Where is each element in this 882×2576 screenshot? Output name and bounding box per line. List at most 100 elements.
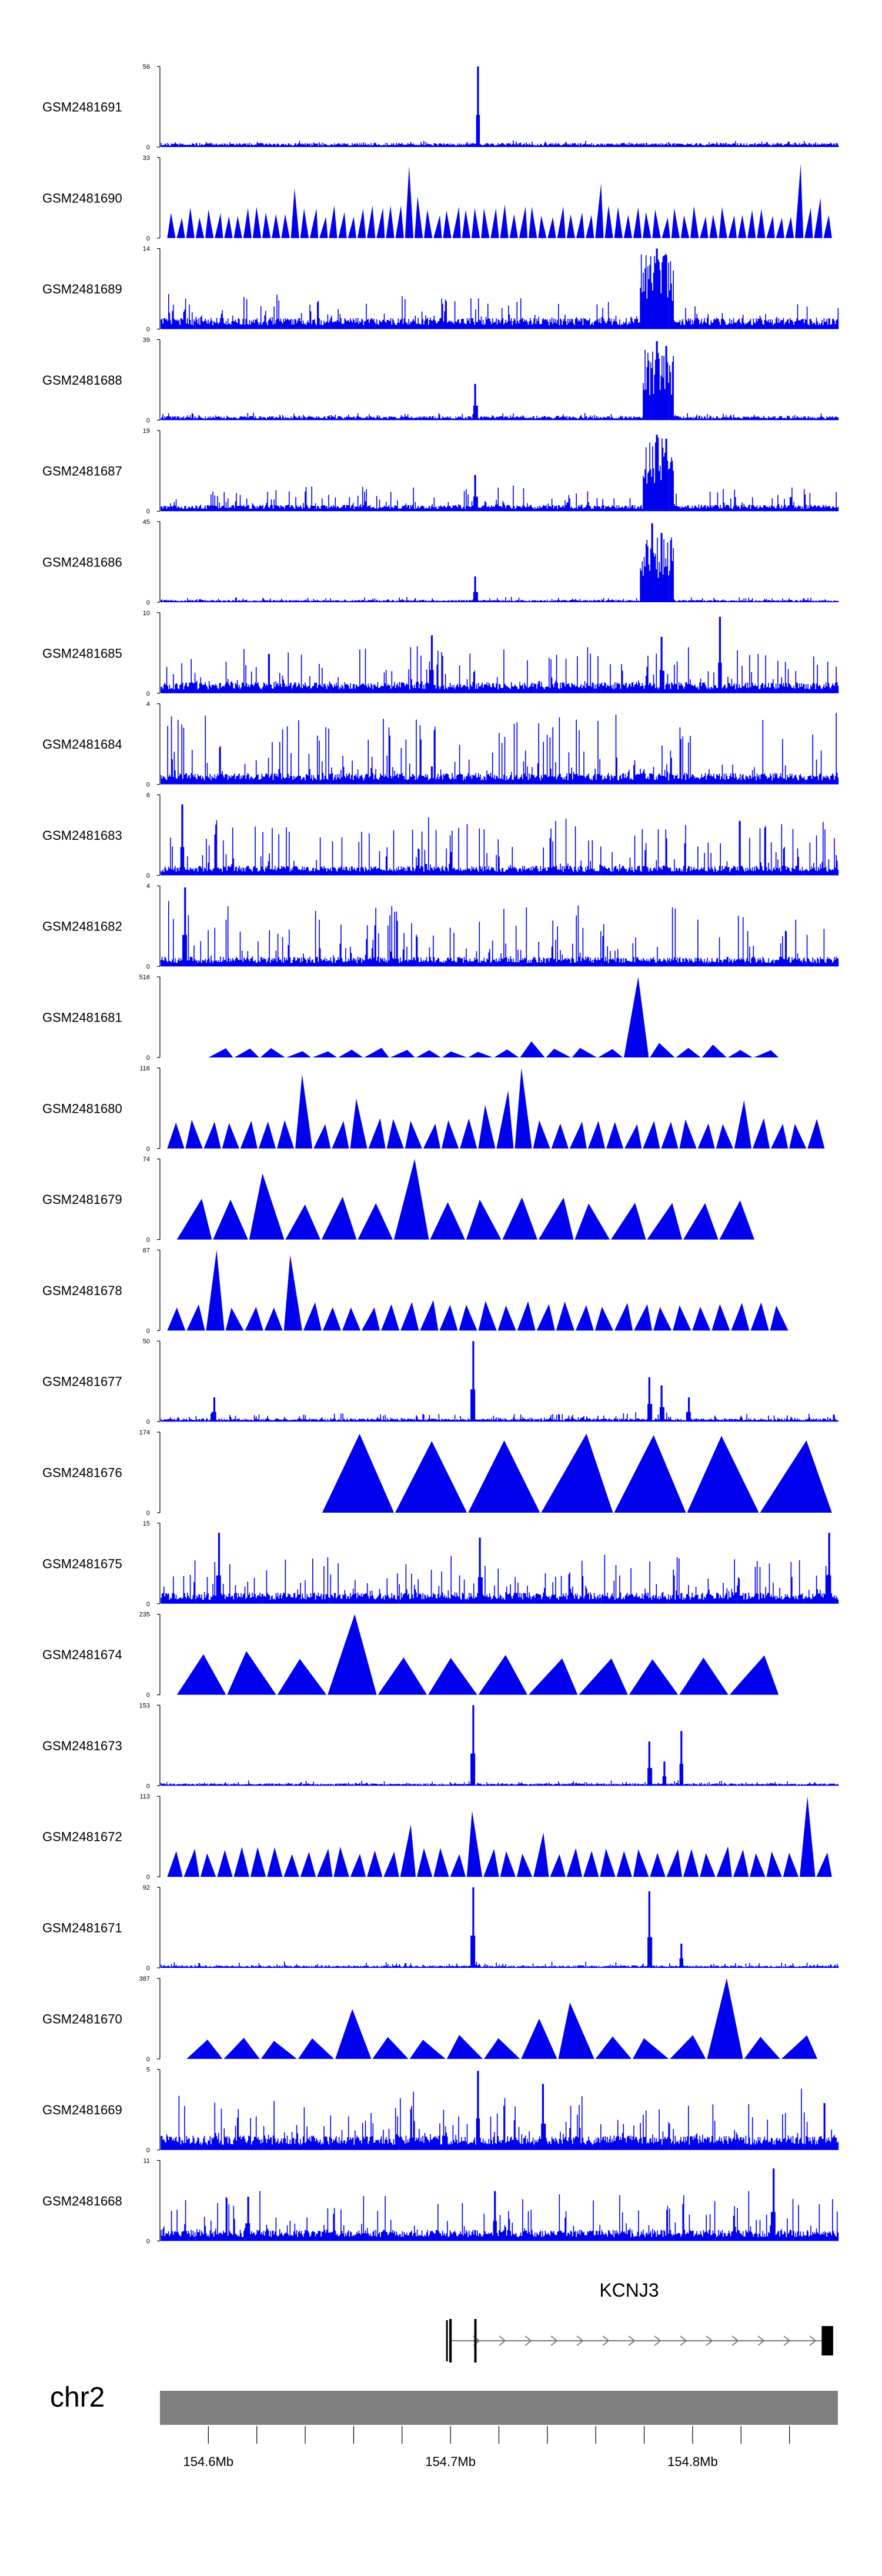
strand-arrow bbox=[757, 2335, 765, 2346]
y-max-label: 153 bbox=[139, 1702, 150, 1709]
track-label: GSM2481668 bbox=[42, 2194, 122, 2208]
track-label: GSM2481689 bbox=[42, 282, 122, 296]
track-label: GSM2481673 bbox=[42, 1739, 122, 1753]
y-min-label: 0 bbox=[146, 1874, 150, 1881]
chromosome-axis-track: chr2 154.6Mb 154.7Mb 154.8Mb bbox=[50, 2382, 838, 2469]
strand-arrow bbox=[680, 2335, 687, 2346]
y-min-label: 0 bbox=[146, 508, 150, 515]
y-max-label: 174 bbox=[139, 1429, 150, 1436]
y-max-label: 15 bbox=[143, 1520, 150, 1527]
track-label: GSM2481678 bbox=[42, 1283, 122, 1298]
signal-tracks: GSM2481691560GSM2481690330GSM2481689140G… bbox=[42, 64, 839, 2245]
y-min-label: 0 bbox=[146, 782, 150, 789]
signal-area bbox=[167, 163, 832, 238]
track-label: GSM2481671 bbox=[42, 1921, 122, 1936]
chromosome-bar bbox=[160, 2391, 838, 2425]
signal-bars bbox=[161, 616, 839, 693]
track-GSM2481684: GSM2481684 4 0 bbox=[42, 701, 839, 789]
y-max-label: 10 bbox=[143, 610, 150, 617]
y-max-label: 6 bbox=[146, 792, 150, 799]
y-min-label: 0 bbox=[146, 326, 150, 333]
track-GSM2481677: GSM2481677 50 0 bbox=[42, 1338, 839, 1426]
y-min-label: 0 bbox=[146, 2056, 150, 2063]
y-max-label: 45 bbox=[143, 519, 150, 526]
y-min-label: 0 bbox=[146, 1327, 150, 1334]
strand-arrow bbox=[809, 2335, 817, 2346]
signal-bars bbox=[161, 1887, 839, 1968]
track-GSM2481687: GSM2481687 19 0 bbox=[42, 428, 839, 515]
signal-bars bbox=[161, 887, 839, 967]
strand-arrow bbox=[524, 2335, 532, 2346]
signal-bars bbox=[161, 1341, 839, 1422]
gene-label: KCNJ3 bbox=[599, 2280, 659, 2301]
y-min-label: 0 bbox=[146, 144, 150, 151]
y-min-label: 0 bbox=[146, 599, 150, 606]
y-min-label: 0 bbox=[146, 1692, 150, 1699]
y-min-label: 0 bbox=[146, 1783, 150, 1790]
y-min-label: 0 bbox=[146, 2147, 150, 2154]
track-GSM2481670: GSM2481670 387 0 bbox=[42, 1976, 818, 2063]
gene-annotation-track: KCNJ3 bbox=[446, 2280, 833, 2363]
track-GSM2481685: GSM2481685 10 0 bbox=[42, 610, 839, 698]
y-min-label: 0 bbox=[146, 235, 150, 242]
track-GSM2481672: GSM2481672 113 0 bbox=[42, 1793, 832, 1881]
y-min-label: 0 bbox=[146, 1510, 150, 1517]
strand-arrow bbox=[576, 2335, 584, 2346]
signal-area bbox=[176, 1159, 754, 1240]
track-label: GSM2481680 bbox=[42, 1101, 122, 1116]
y-min-label: 0 bbox=[146, 1146, 150, 1153]
track-GSM2481676: GSM2481676 174 0 bbox=[42, 1429, 832, 1517]
signal-bars bbox=[161, 713, 839, 785]
strand-arrow bbox=[654, 2335, 662, 2346]
strand-arrow bbox=[628, 2335, 636, 2346]
track-GSM2481673: GSM2481673 153 0 bbox=[42, 1702, 839, 1790]
strand-arrow bbox=[550, 2335, 558, 2346]
signal-bars bbox=[161, 341, 839, 421]
track-GSM2481682: GSM2481682 4 0 bbox=[42, 883, 839, 970]
y-min-label: 0 bbox=[146, 1601, 150, 1608]
track-label: GSM2481674 bbox=[42, 1647, 122, 1662]
track-label: GSM2481672 bbox=[42, 1830, 122, 1844]
signal-bars bbox=[161, 2071, 839, 2150]
signal-area bbox=[322, 1433, 832, 1513]
signal-bars bbox=[161, 523, 839, 602]
y-min-label: 0 bbox=[146, 690, 150, 698]
axis-tick-label: 154.8Mb bbox=[667, 2454, 718, 2469]
y-min-label: 0 bbox=[146, 1965, 150, 1972]
track-GSM2481690: GSM2481690 33 0 bbox=[42, 155, 832, 242]
signal-area bbox=[186, 1978, 818, 2059]
axis-tick-label: 154.6Mb bbox=[183, 2454, 234, 2469]
track-GSM2481680: GSM2481680 116 0 bbox=[42, 1065, 825, 1153]
y-max-label: 19 bbox=[143, 428, 150, 435]
y-min-label: 0 bbox=[146, 963, 150, 970]
y-max-label: 116 bbox=[139, 1065, 150, 1072]
signal-bars bbox=[161, 248, 839, 329]
y-max-label: 87 bbox=[143, 1247, 150, 1254]
track-GSM2481671: GSM2481671 92 0 bbox=[42, 1884, 839, 1972]
y-min-label: 0 bbox=[146, 872, 150, 879]
track-label: GSM2481687 bbox=[42, 464, 122, 479]
signal-area bbox=[176, 1614, 779, 1695]
track-GSM2481668: GSM2481668 11 0 bbox=[42, 2157, 839, 2245]
strand-arrow bbox=[499, 2335, 506, 2346]
track-label: GSM2481685 bbox=[42, 646, 122, 660]
strand-arrow bbox=[783, 2335, 791, 2346]
signal-area bbox=[167, 1796, 832, 1877]
track-label: GSM2481684 bbox=[42, 737, 122, 752]
track-label: GSM2481669 bbox=[42, 2103, 122, 2117]
y-max-label: 11 bbox=[143, 2157, 150, 2164]
track-label: GSM2481679 bbox=[42, 1192, 122, 1207]
y-max-label: 5 bbox=[146, 2067, 150, 2074]
track-label: GSM2481688 bbox=[42, 373, 122, 388]
track-GSM2481691: GSM2481691 56 0 bbox=[42, 64, 839, 151]
track-label: GSM2481670 bbox=[42, 2011, 122, 2026]
signal-bars bbox=[161, 66, 839, 147]
track-label: GSM2481690 bbox=[42, 191, 122, 205]
axis-tick-label: 154.7Mb bbox=[425, 2454, 476, 2469]
track-label: GSM2481691 bbox=[42, 100, 122, 115]
signal-bars bbox=[161, 1705, 839, 1786]
track-GSM2481675: GSM2481675 15 0 bbox=[42, 1520, 839, 1608]
strand-arrow bbox=[706, 2335, 713, 2346]
y-min-label: 0 bbox=[146, 1237, 150, 1244]
